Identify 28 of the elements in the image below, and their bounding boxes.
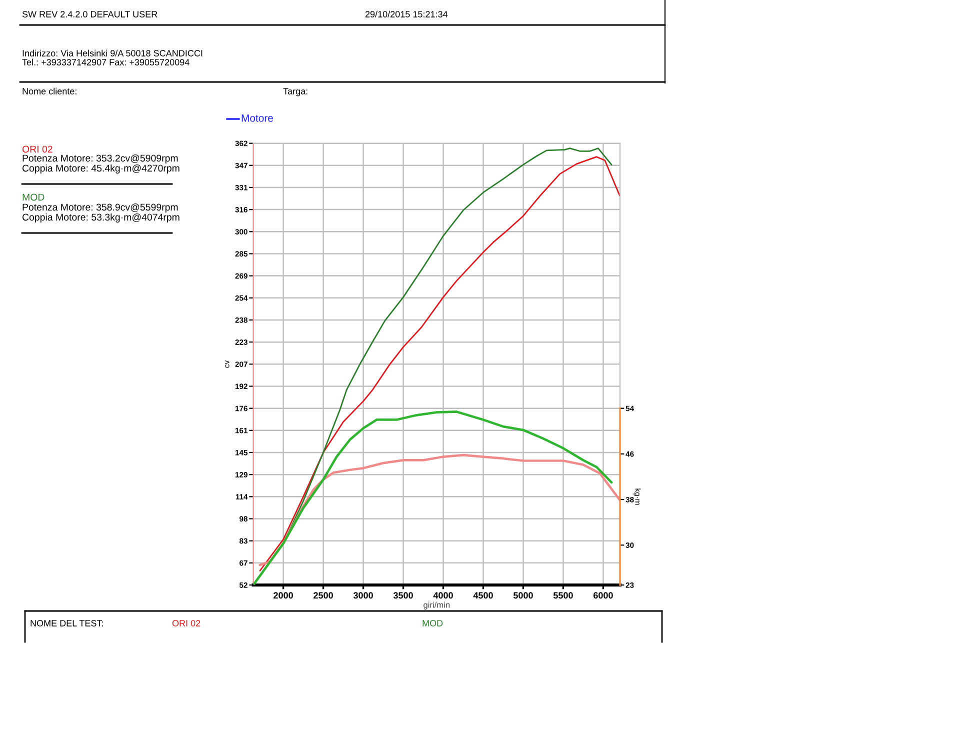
text: Potenza Motore: 358.9cv@5599rpm [22,203,178,213]
text: NOME DEL TEST: [30,620,103,626]
text: 29/10/2015 15:21:34 [365,10,448,18]
text: Potenza Motore: 353.2cv@5909rpm [22,154,178,164]
text: SW REV 2.4.2.0 DEFAULT USER [22,11,158,18]
x-tick-label: 2000 [274,592,293,599]
text: Coppia Motore: 53.3kg·m@4074rpm [22,213,180,223]
text: Indirizzo: Via Helsinki 9/A 50018 SCANDICCI [22,50,202,56]
x-tick-label: 2500 [314,592,333,599]
line-series [253,410,613,585]
text: ORI 02 [172,620,200,626]
text: Nome cliente: [22,88,76,94]
text: MOD [22,194,44,201]
text: MOD [422,620,443,626]
x-tick-label: 6000 [593,592,613,599]
x-tick-label: 5500 [553,592,573,599]
x-tick-label: 3500 [393,592,413,599]
line-series [258,454,620,566]
text: Coppia Motore: 45.4kg·m@4270rpm [22,164,180,174]
text: ORI 02 [22,146,52,153]
text: Motore [242,114,273,122]
x-axis-title: giri/min [424,602,450,610]
x-tick-label: 4000 [433,592,453,599]
text: Tel.: +393337142907 Fax: +39055720094 [22,58,190,66]
x-tick-label: 4500 [473,592,493,599]
x-tick-label: 5000 [513,592,533,599]
x-tick-label: 3000 [353,592,373,599]
text: Targa: [283,88,308,96]
